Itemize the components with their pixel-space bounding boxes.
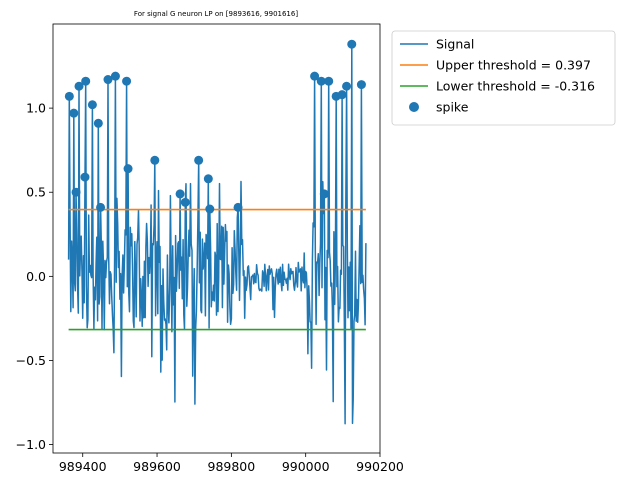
x-tick-label: 990000 bbox=[282, 459, 330, 474]
spike-point bbox=[342, 81, 352, 91]
spike-point bbox=[203, 174, 213, 184]
chart-title: For signal G neuron LP on [9893616, 9901… bbox=[134, 10, 298, 18]
y-tick-label: −0.5 bbox=[16, 353, 46, 368]
plot-area bbox=[64, 39, 367, 425]
spike-point bbox=[122, 76, 132, 86]
spike-point bbox=[310, 71, 320, 81]
legend: Signal Upper threshold = 0.397 Lower thr… bbox=[391, 30, 616, 126]
y-tick-label: −1.0 bbox=[16, 437, 46, 452]
spike-point bbox=[96, 202, 106, 212]
spike-point bbox=[103, 75, 113, 85]
spike-point bbox=[233, 202, 243, 212]
spike-point bbox=[347, 39, 357, 49]
legend-upper-threshold-label: Upper threshold = 0.397 bbox=[436, 58, 591, 73]
spike-point bbox=[316, 76, 326, 86]
legend-spike-swatch bbox=[409, 102, 419, 112]
signal-line bbox=[67, 43, 367, 425]
spike-point bbox=[93, 118, 103, 128]
plot-frame bbox=[52, 23, 381, 454]
spike-point bbox=[324, 76, 334, 86]
spike-point bbox=[337, 90, 347, 100]
spike-point bbox=[123, 164, 133, 174]
legend-lower-threshold-label: Lower threshold = -0.316 bbox=[436, 79, 595, 94]
spike-points bbox=[64, 39, 366, 214]
spike-point bbox=[110, 71, 120, 81]
spike-point bbox=[80, 172, 90, 182]
legend-spike-label: spike bbox=[436, 100, 469, 115]
spike-point bbox=[64, 91, 74, 101]
spike-point bbox=[81, 76, 91, 86]
x-tick-label: 989800 bbox=[208, 459, 256, 474]
legend-box bbox=[391, 30, 616, 126]
y-axis: −1.0 −0.5 0.0 0.5 1.0 bbox=[16, 101, 53, 452]
spike-point bbox=[71, 187, 81, 197]
x-axis: 989400 989600 989800 990000 990200 bbox=[59, 453, 404, 474]
spike-point bbox=[175, 189, 185, 199]
x-tick-label: 990200 bbox=[356, 459, 404, 474]
spike-point bbox=[87, 100, 97, 110]
spike-point bbox=[150, 155, 160, 165]
x-tick-label: 989600 bbox=[133, 459, 181, 474]
x-tick-label: 989400 bbox=[59, 459, 107, 474]
y-tick-label: 1.0 bbox=[26, 101, 46, 116]
spike-point bbox=[319, 189, 329, 199]
legend-signal-label: Signal bbox=[436, 37, 474, 52]
spike-point bbox=[356, 80, 366, 90]
spike-point bbox=[69, 108, 79, 118]
y-tick-label: 0.0 bbox=[26, 269, 46, 284]
spike-point bbox=[74, 81, 84, 91]
spike-point bbox=[180, 197, 190, 207]
y-tick-label: 0.5 bbox=[26, 185, 46, 200]
spike-point bbox=[205, 204, 215, 214]
spike-point bbox=[194, 155, 204, 165]
